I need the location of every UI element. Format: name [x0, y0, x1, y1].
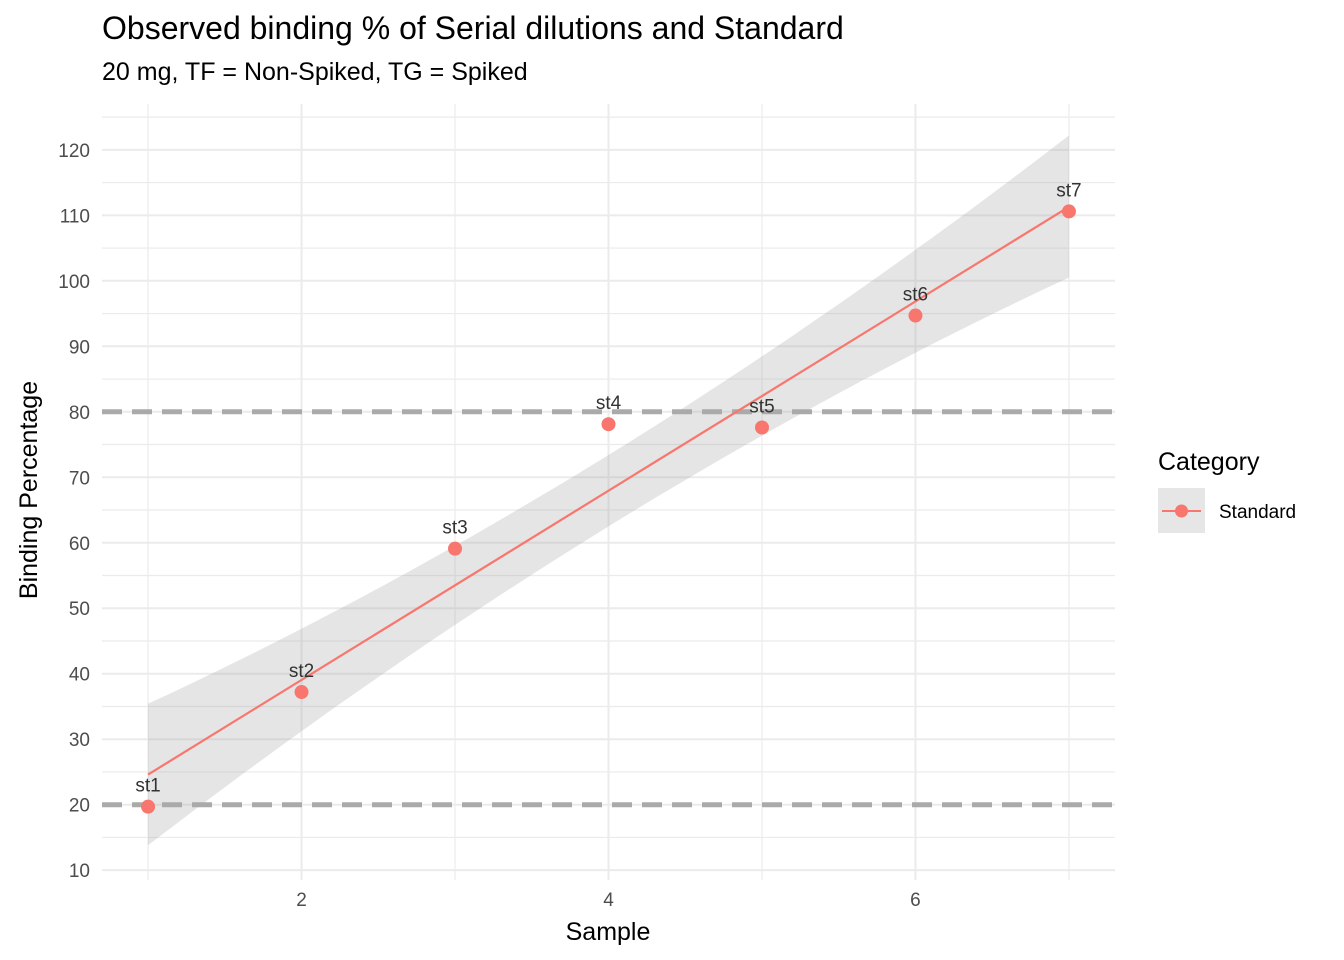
x-tick-label: 2 — [296, 890, 307, 911]
legend: Category Standard — [1158, 448, 1296, 533]
y-tick-label: 20 — [69, 796, 90, 817]
chart-subtitle: 20 mg, TF = Non-Spiked, TG = Spiked — [102, 58, 528, 86]
y-axis-title: Binding Percentage — [15, 381, 43, 599]
point-label-st1: st1 — [135, 776, 160, 797]
legend-key-point — [1175, 504, 1188, 518]
data-point-st7 — [1061, 204, 1076, 219]
x-tick-label: 4 — [603, 890, 614, 911]
point-label-st4: st4 — [596, 393, 622, 414]
legend-entry-standard: Standard — [1219, 502, 1296, 523]
y-tick-label: 100 — [58, 272, 90, 293]
y-tick-label: 30 — [69, 730, 90, 751]
y-tick-label: 40 — [69, 665, 90, 686]
data-point-st2 — [294, 685, 309, 700]
fit-line — [147, 205, 1070, 776]
point-label-st3: st3 — [442, 518, 467, 539]
x-axis-ticks: 2 4 6 — [296, 890, 921, 911]
reference-lines — [102, 409, 1115, 808]
point-label-st2: st2 — [289, 661, 314, 682]
data-point-st3 — [448, 541, 463, 556]
x-axis-title: Sample — [566, 918, 651, 946]
point-label-st7: st7 — [1056, 180, 1081, 201]
y-tick-label: 10 — [69, 861, 90, 882]
point-labels-layer: st1 st2 st3 st4 st5 st6 st7 — [135, 180, 1081, 796]
data-point-st6 — [908, 308, 923, 323]
point-label-st6: st6 — [903, 285, 928, 306]
data-point-st4 — [601, 417, 616, 432]
x-tick-label: 6 — [910, 890, 921, 911]
y-tick-label: 90 — [69, 337, 90, 358]
y-tick-label: 50 — [69, 599, 90, 620]
y-axis-ticks: 10 20 30 40 50 60 70 80 90 100 110 120 — [58, 141, 90, 882]
y-tick-label: 60 — [69, 534, 90, 555]
legend-title: Category — [1158, 448, 1260, 476]
fit-line-layer — [147, 205, 1070, 776]
y-tick-label: 120 — [58, 141, 90, 162]
chart-title: Observed binding % of Serial dilutions a… — [102, 10, 844, 46]
y-tick-label: 80 — [69, 403, 90, 424]
data-point-st1 — [141, 799, 156, 814]
point-label-st5: st5 — [749, 396, 774, 417]
points-layer — [141, 204, 1076, 814]
data-point-st5 — [754, 420, 769, 435]
y-tick-label: 70 — [69, 468, 90, 489]
y-tick-label: 110 — [60, 206, 90, 227]
